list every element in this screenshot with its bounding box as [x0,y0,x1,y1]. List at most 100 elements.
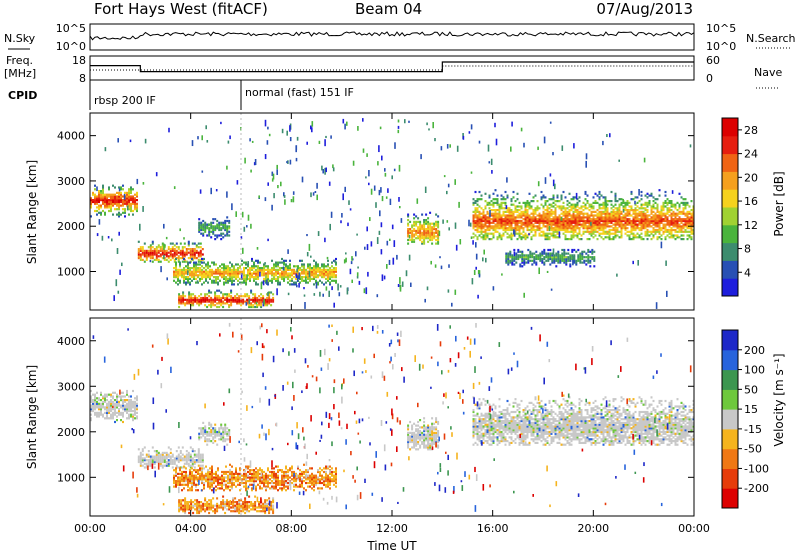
heatmap-cell [558,200,561,203]
heatmap-cell [630,198,633,201]
heatmap-cell [682,223,685,226]
colorbar-swatch [722,189,738,208]
heatmap-cell [224,234,227,237]
heatmap-cell [141,249,144,252]
heatmap-cell [624,221,627,224]
heatmap-cell [96,404,98,407]
heatmap-cell [185,248,188,251]
heatmap-cell [185,476,187,479]
heatmap-cell [139,457,142,460]
scatter-cell [473,269,476,275]
heatmap-cell [229,261,231,264]
heatmap-cell [590,207,593,210]
heatmap-cell [214,225,217,228]
heatmap-cell [220,300,223,303]
heatmap-cell [238,300,241,303]
colorbar-tick-label: 4 [744,266,751,279]
heatmap-cell [108,400,110,403]
heatmap-cell [240,300,243,303]
scatter-cell [247,214,250,221]
heatmap-cell [179,270,181,273]
heatmap-cell [532,234,535,237]
heatmap-cell [90,204,92,207]
heatmap-cell [480,230,483,233]
heatmap-cell [437,222,440,225]
heatmap-cell [521,257,524,261]
scatter-cell [489,210,491,217]
heatmap-cell [482,209,485,212]
scatter-cell [264,262,266,265]
heatmap-cell [120,419,122,422]
heatmap-cell [118,213,120,216]
heatmap-cell [514,225,517,228]
heatmap-cell [658,189,661,192]
heatmap-cell [137,253,140,256]
heatmap-cell [187,265,189,268]
heatmap-cell [211,489,213,492]
heatmap-cell [190,296,193,300]
heatmap-cell [670,212,673,215]
heatmap-cell [229,478,231,481]
colorbar-swatch [722,207,738,226]
heatmap-cell [578,238,581,241]
heatmap-cell [580,225,583,228]
heatmap-cell [676,214,679,217]
heatmap-cell [516,216,519,219]
heatmap-cell [586,214,589,217]
heatmap-cell [574,205,577,208]
heatmap-cell [638,234,641,237]
heatmap-cell [134,413,136,416]
heatmap-cell [682,238,685,241]
heatmap-cell [151,455,154,458]
heatmap-cell [427,233,430,236]
heatmap-cell [537,256,540,259]
heatmap-cell [228,434,231,437]
heatmap-cell [654,232,657,235]
heatmap-cell [550,227,553,230]
scatter-cell [331,286,333,291]
heatmap-cell [108,393,110,396]
heatmap-cell [130,413,132,416]
heatmap-cell [96,195,98,198]
heatmap-cell [600,227,603,230]
heatmap-cell [220,432,223,435]
scatter-cell [537,181,540,187]
scatter-cell [391,175,393,180]
heatmap-cell [183,480,185,483]
scatter-cell [349,208,352,211]
heatmap-cell [576,216,579,219]
heatmap-cell [570,198,573,201]
heatmap-cell [494,219,497,223]
heatmap-cell [435,238,438,242]
heatmap-cell [646,201,649,204]
heatmap-cell [640,219,643,223]
heatmap-cell [329,283,331,286]
scatter-cell [142,182,145,185]
heatmap-cell [199,459,202,462]
heatmap-cell [646,205,649,208]
heatmap-cell [195,469,197,472]
heatmap-cell [173,244,176,247]
heatmap-cell [202,298,205,301]
heatmap-cell [572,203,575,206]
heatmap-cell [226,298,229,301]
heatmap-cell [476,238,479,241]
heatmap-cell [660,238,663,241]
heatmap-cell [574,218,577,221]
y-tick-label: 1000 [57,266,85,279]
heatmap-cell [159,248,162,251]
heatmap-cell [478,205,481,208]
heatmap-cell [189,283,191,286]
heatmap-cell [634,236,637,239]
heatmap-cell [590,232,593,235]
heatmap-cell [128,190,130,193]
heatmap-cell [480,227,483,230]
heatmap-cell [181,274,183,277]
heatmap-cell [182,296,185,300]
heatmap-cell [231,283,233,286]
heatmap-cell [628,209,631,212]
heatmap-cell [94,397,96,400]
heatmap-cell [155,248,158,251]
heatmap-cell [149,460,152,464]
heatmap-cell [90,397,92,400]
